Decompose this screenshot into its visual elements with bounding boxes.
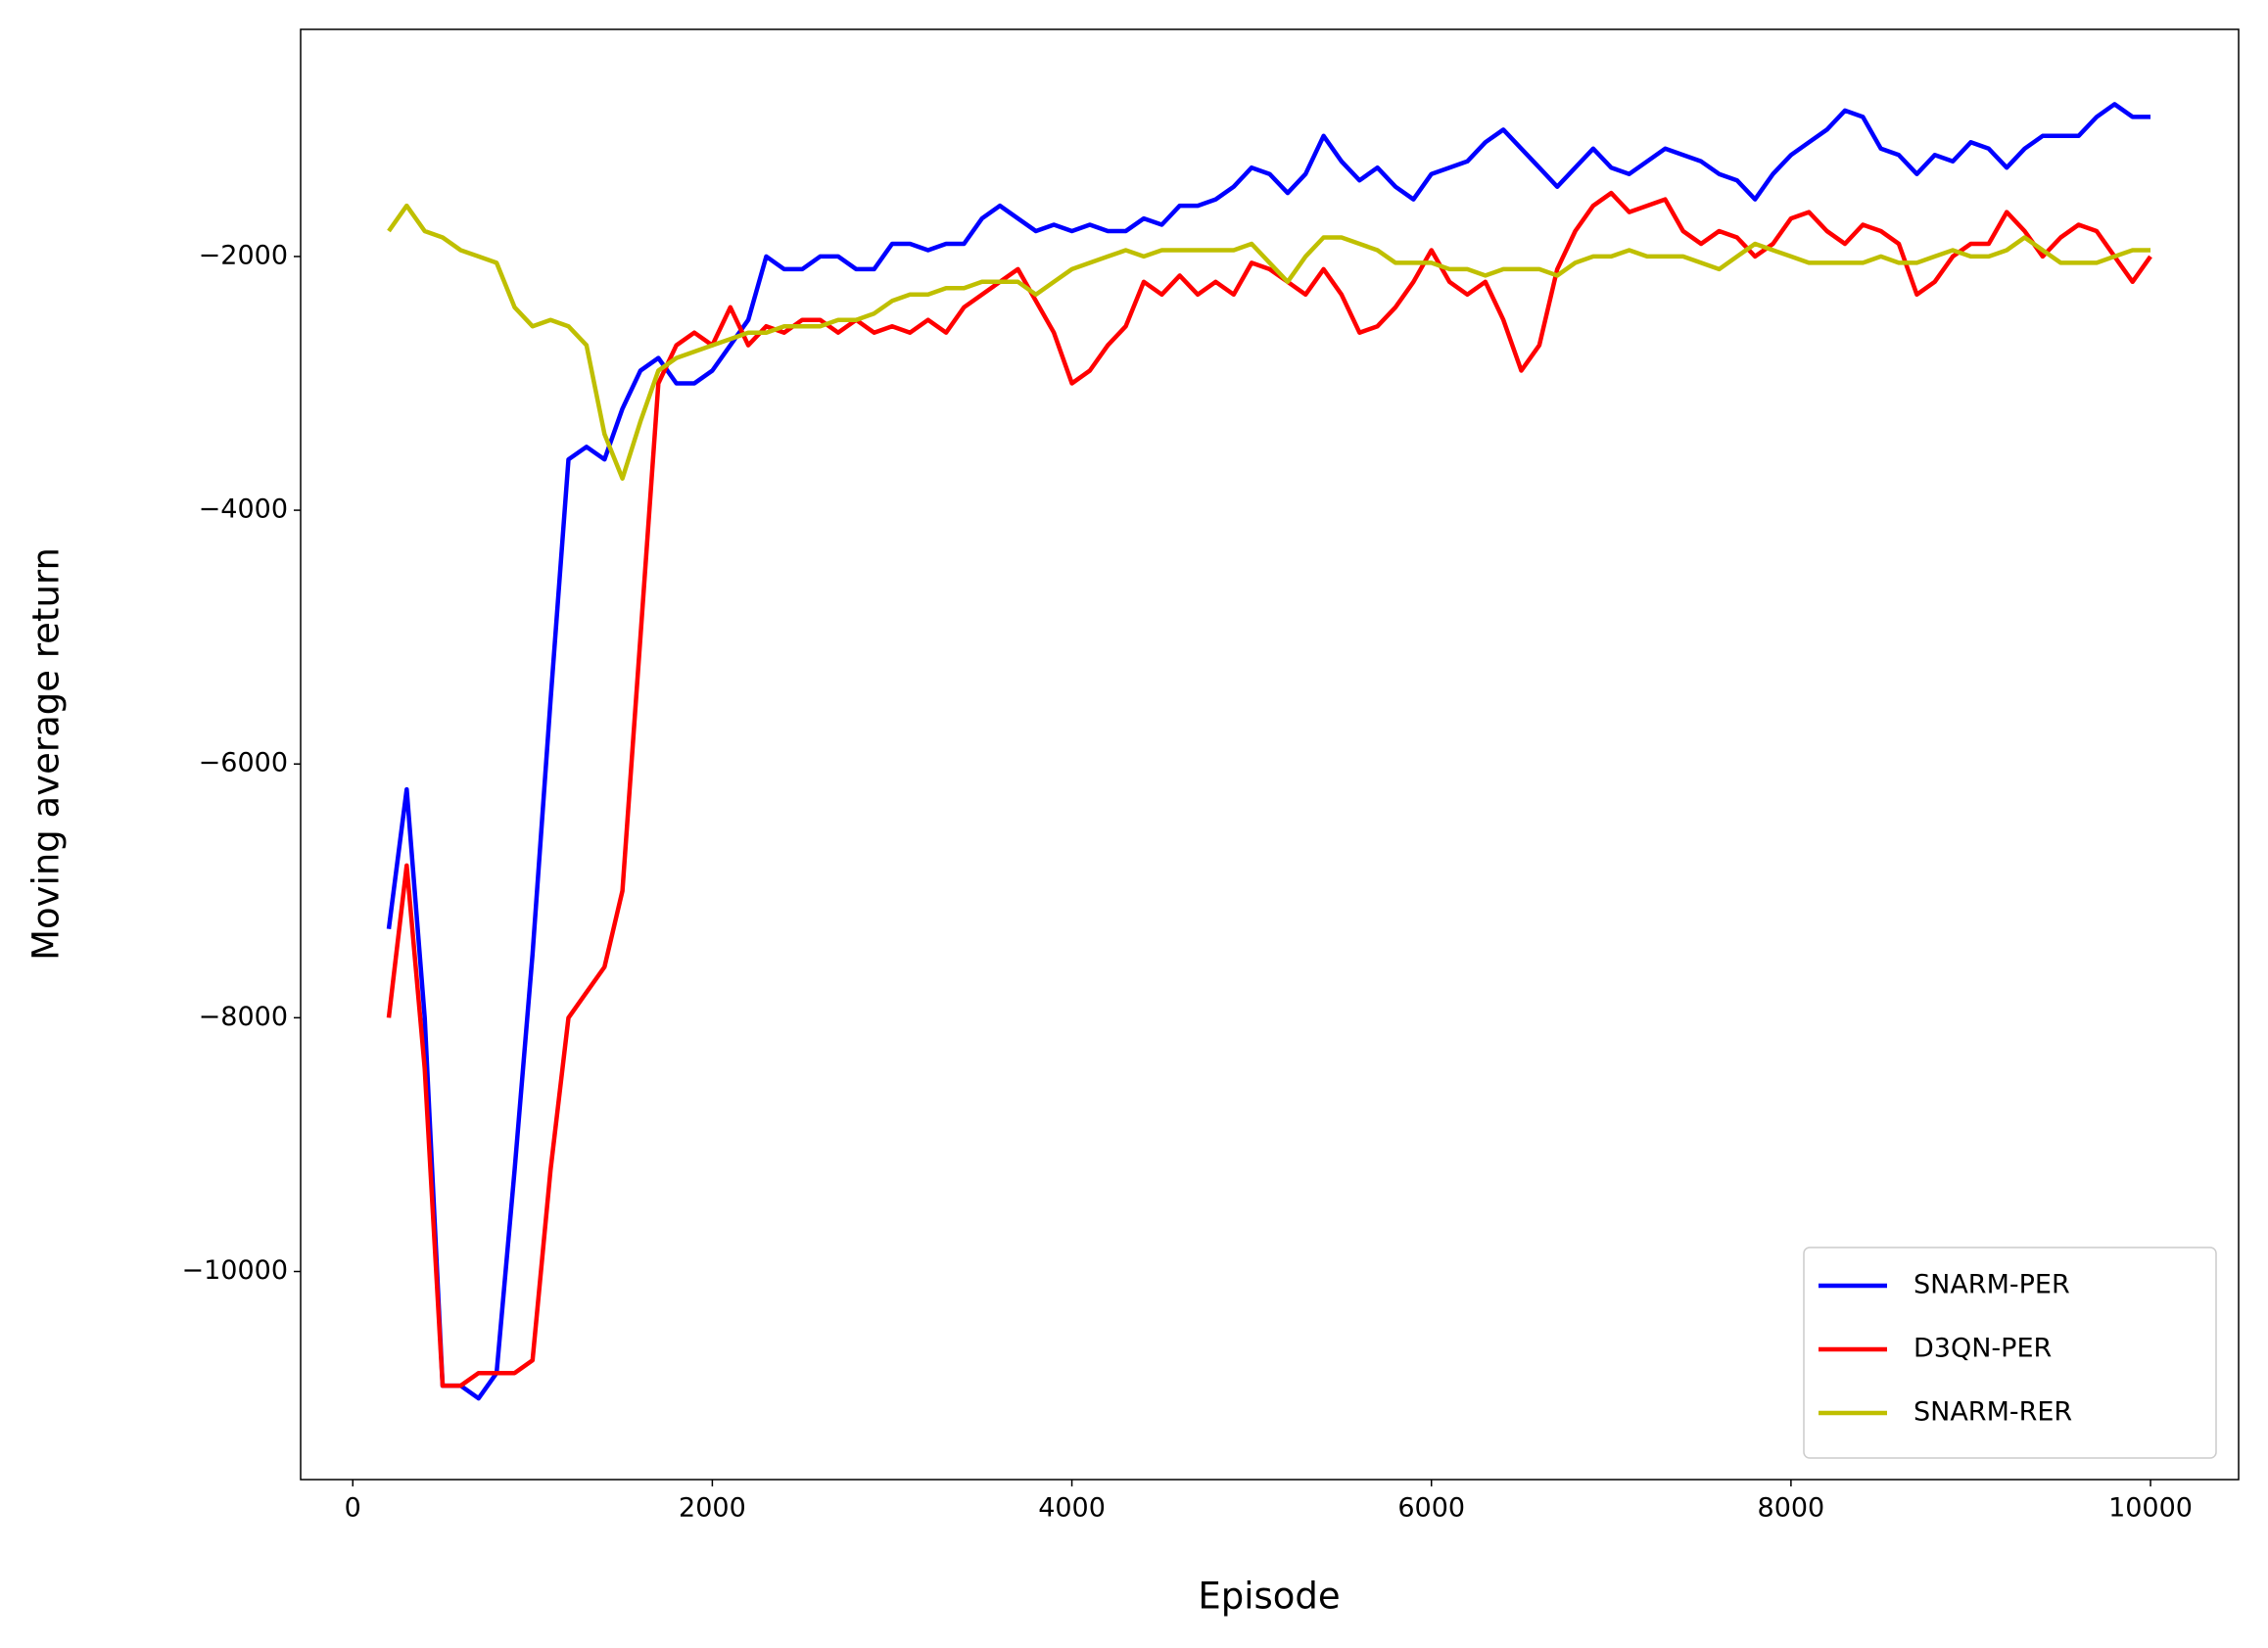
y-tick-label: −2000 — [199, 240, 288, 270]
legend-label: SNARM-RER — [1914, 1397, 2072, 1428]
y-tick-label: −10000 — [181, 1255, 288, 1286]
legend-label: SNARM-PER — [1914, 1270, 2070, 1300]
series-line — [386, 190, 2152, 1389]
y-axis-label: Moving average return — [25, 547, 68, 961]
y-tick-label: −6000 — [199, 748, 288, 778]
x-tick-label: 6000 — [1397, 1493, 1465, 1524]
x-tick-label: 2000 — [679, 1493, 746, 1524]
series-line — [386, 102, 2150, 1401]
x-tick-label: 8000 — [1758, 1493, 1825, 1524]
legend-label: D3QN-PER — [1914, 1334, 2052, 1364]
x-tick-label: 0 — [345, 1493, 361, 1524]
x-tick-label: 4000 — [1038, 1493, 1106, 1524]
series-line — [387, 203, 2150, 481]
x-tick-label: 10000 — [2108, 1493, 2193, 1524]
y-tick-label: −8000 — [199, 1002, 288, 1032]
plot-frame — [300, 28, 2240, 1481]
y-tick-label: −4000 — [199, 494, 288, 525]
x-axis-label: Episode — [1198, 1576, 1340, 1618]
legend-box — [1803, 1247, 2217, 1459]
